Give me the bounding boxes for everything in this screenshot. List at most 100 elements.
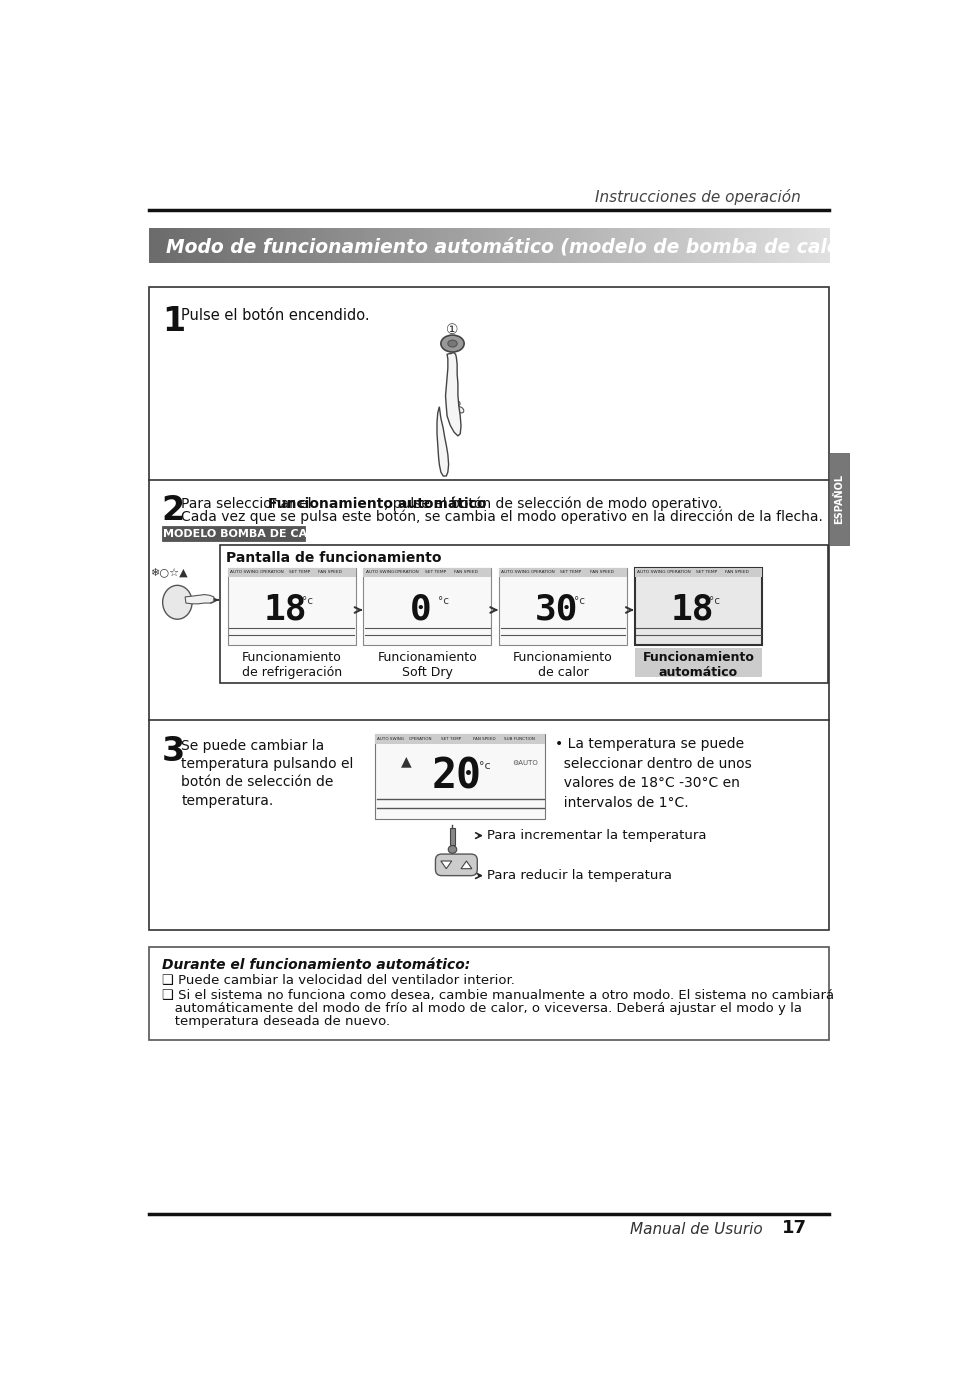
Ellipse shape [448, 846, 456, 854]
Text: AUTO SWING: AUTO SWING [230, 570, 258, 574]
Bar [559, 228, 564, 263]
Text: automáticamente del modo de frío al modo de calor, o viceversa. Deberá ajustar e: automáticamente del modo de frío al modo… [162, 1002, 801, 1015]
Bar [598, 228, 601, 263]
Bar [298, 228, 302, 263]
Bar [394, 228, 397, 263]
Bar [318, 228, 323, 263]
Bar [383, 228, 387, 263]
Text: 20: 20 [432, 756, 481, 798]
Bar [481, 228, 486, 263]
Bar [740, 228, 744, 263]
Bar [305, 228, 309, 263]
Bar [546, 228, 551, 263]
Bar [363, 567, 491, 577]
Bar [169, 228, 173, 263]
Bar [485, 228, 489, 263]
Bar [567, 228, 571, 263]
Text: , pulse el botón de selección de modo operativo.: , pulse el botón de selección de modo op… [384, 497, 721, 511]
Bar [522, 228, 527, 263]
Bar [199, 228, 204, 263]
Polygon shape [185, 595, 213, 603]
Bar [455, 228, 458, 263]
Text: Funcionamiento
de calor: Funcionamiento de calor [513, 651, 612, 679]
Bar [811, 228, 816, 263]
Bar [166, 228, 170, 263]
Bar [539, 228, 543, 263]
Bar [268, 228, 272, 263]
Bar [149, 287, 828, 930]
Bar [355, 228, 360, 263]
Bar [672, 228, 676, 263]
Bar [631, 228, 636, 263]
Bar [468, 228, 472, 263]
Bar [583, 228, 588, 263]
Bar [434, 228, 438, 263]
Bar [216, 228, 221, 263]
Bar [634, 567, 761, 644]
Bar [702, 228, 707, 263]
Text: ❑ Si el sistema no funciona como desea, cambie manualmente a otro modo. El siste: ❑ Si el sistema no funciona como desea, … [162, 988, 833, 1002]
Bar [614, 228, 618, 263]
Bar [685, 228, 690, 263]
Polygon shape [440, 861, 452, 868]
Bar [424, 228, 428, 263]
Bar [533, 228, 537, 263]
Bar [563, 228, 567, 263]
Bar [172, 228, 176, 263]
Bar [529, 228, 534, 263]
Ellipse shape [162, 585, 192, 619]
Bar [512, 228, 517, 263]
Bar [375, 734, 545, 819]
Text: ▲: ▲ [400, 753, 411, 767]
Bar [661, 228, 666, 263]
Bar [488, 228, 493, 263]
Text: Funcionamiento
de refrigeración: Funcionamiento de refrigeración [241, 651, 341, 679]
Bar [655, 228, 659, 263]
Bar [604, 228, 608, 263]
Bar [179, 228, 183, 263]
Bar [713, 228, 717, 263]
Text: Pantalla de funcionamiento: Pantalla de funcionamiento [226, 550, 441, 564]
Bar [737, 228, 740, 263]
Bar [652, 228, 656, 263]
Text: Durante el funcionamiento automático:: Durante el funcionamiento automático: [162, 958, 470, 972]
Bar [427, 228, 432, 263]
Bar [373, 228, 377, 263]
Bar [359, 228, 363, 263]
Bar [516, 228, 519, 263]
Bar [240, 228, 245, 263]
Text: SET TEMP: SET TEMP [440, 736, 460, 741]
Bar [570, 228, 574, 263]
Text: OPERATION: OPERATION [530, 570, 555, 574]
Text: ESPAÑOL: ESPAÑOL [833, 475, 843, 524]
Bar [349, 228, 354, 263]
Text: Funcionamiento automático: Funcionamiento automático [268, 497, 486, 511]
Bar [767, 228, 771, 263]
Bar [237, 228, 241, 263]
Bar [227, 228, 231, 263]
Text: °c: °c [478, 762, 490, 771]
Bar [550, 228, 554, 263]
Text: temperatura deseada de nuevo.: temperatura deseada de nuevo. [162, 1015, 390, 1028]
Bar [747, 228, 751, 263]
Bar [322, 228, 326, 263]
Text: OPERATION: OPERATION [395, 570, 419, 574]
Polygon shape [445, 353, 460, 435]
Bar [645, 228, 649, 263]
Bar [634, 567, 761, 577]
Bar [526, 228, 530, 263]
Ellipse shape [440, 335, 464, 351]
Text: 30: 30 [535, 594, 578, 627]
Bar [818, 228, 822, 263]
Ellipse shape [453, 400, 459, 406]
Bar [431, 228, 435, 263]
Text: 17: 17 [781, 1218, 806, 1236]
Bar [420, 228, 425, 263]
Bar [801, 228, 805, 263]
Text: °c: °c [437, 596, 449, 606]
Text: Funcionamiento
automático: Funcionamiento automático [642, 651, 754, 679]
Bar [346, 228, 350, 263]
Bar [553, 228, 558, 263]
Bar [230, 228, 234, 263]
Bar [611, 228, 615, 263]
